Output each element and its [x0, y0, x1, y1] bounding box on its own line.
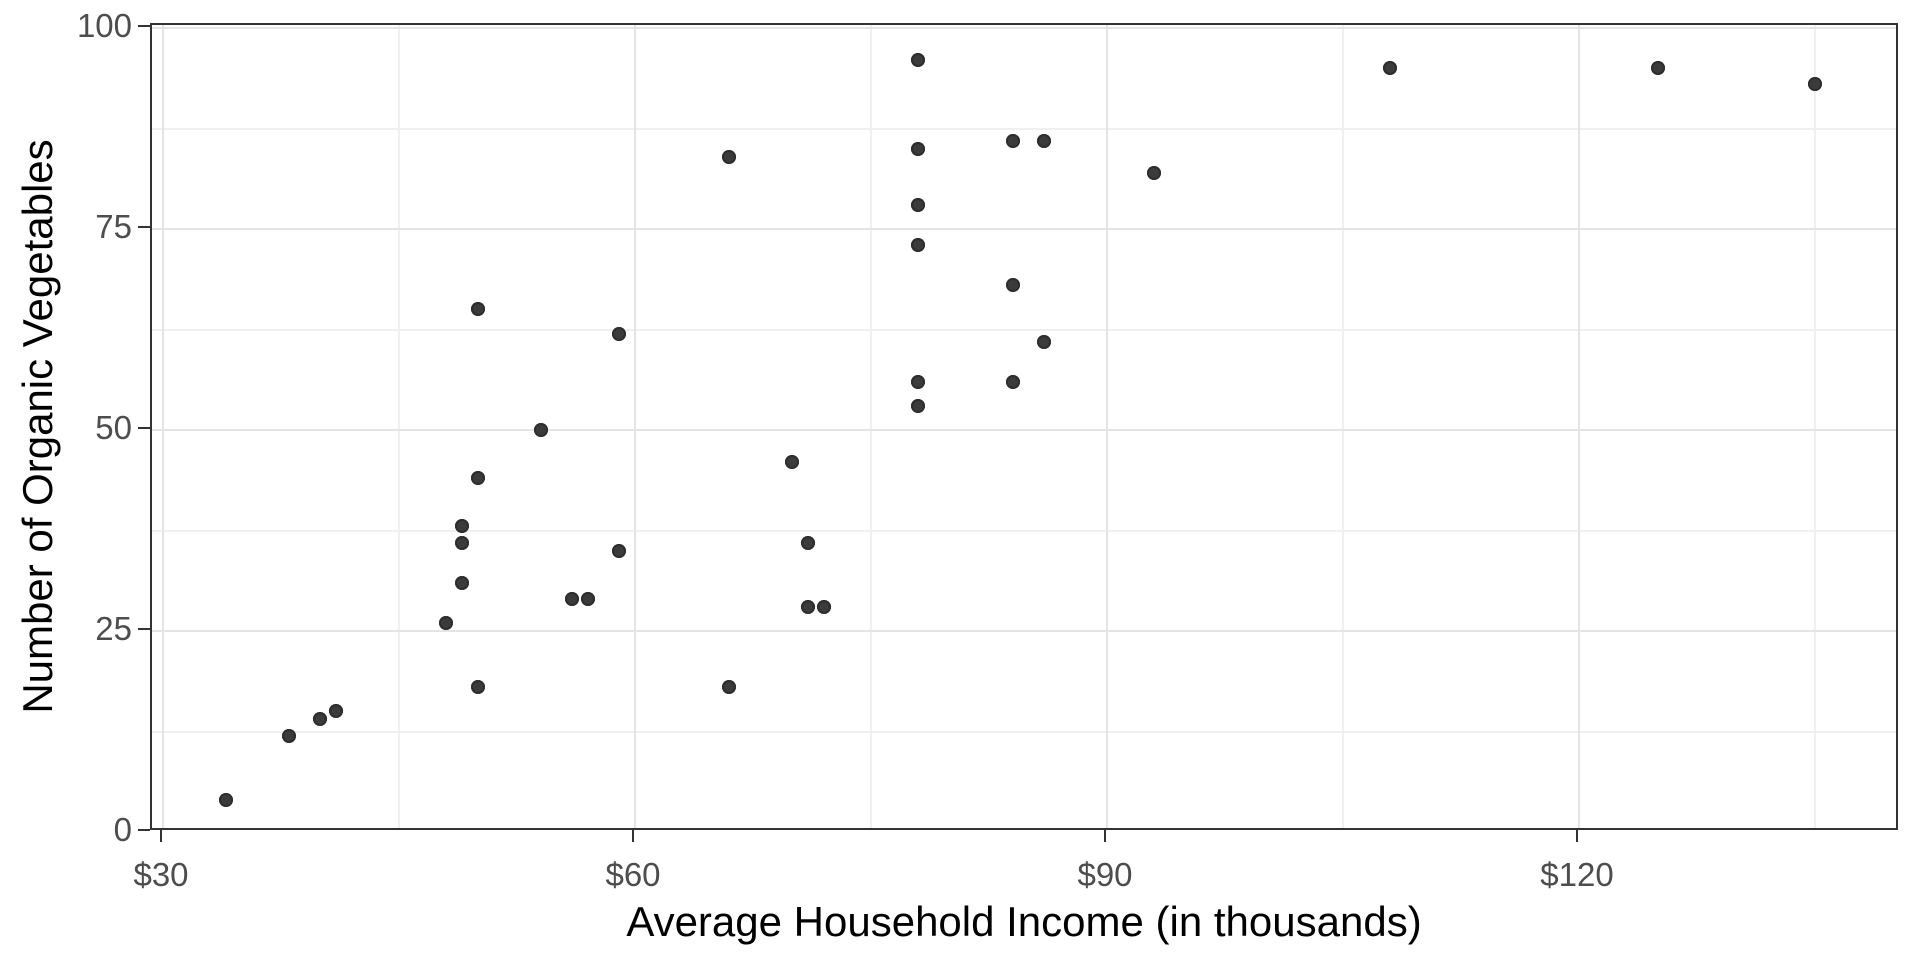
x-minor-gridline	[1814, 25, 1816, 828]
data-point	[911, 398, 926, 413]
data-point	[816, 599, 831, 614]
data-point	[1147, 165, 1162, 180]
x-tick-mark	[160, 830, 162, 842]
x-tick-label: $30	[133, 856, 189, 893]
y-tick-mark	[138, 628, 150, 630]
data-point	[722, 680, 737, 695]
data-point	[911, 197, 926, 212]
y-tick-mark	[138, 829, 150, 831]
y-minor-gridline	[152, 529, 1896, 532]
data-point	[911, 238, 926, 253]
y-major-gridline	[152, 27, 1896, 29]
data-point	[580, 591, 595, 606]
y-tick-mark	[138, 25, 150, 27]
x-major-gridline	[162, 25, 164, 828]
x-tick-mark	[632, 830, 634, 842]
y-tick-label: 50	[95, 409, 132, 446]
data-point	[1383, 61, 1398, 76]
data-point	[313, 712, 328, 727]
x-axis-title: Average Household Income (in thousands)	[626, 898, 1422, 945]
x-minor-gridline	[398, 25, 400, 828]
data-point	[911, 141, 926, 156]
data-point	[1005, 278, 1020, 293]
data-point	[281, 728, 296, 743]
data-point	[1037, 133, 1052, 148]
data-point	[565, 591, 580, 606]
data-point	[911, 53, 926, 68]
y-major-gridline	[152, 630, 1896, 632]
data-point	[785, 455, 800, 470]
y-tick-label: 100	[76, 7, 132, 44]
data-point	[470, 471, 485, 486]
x-major-gridline	[1578, 25, 1580, 828]
y-tick-label: 0	[113, 811, 132, 848]
plot-panel	[150, 23, 1898, 830]
data-point	[533, 423, 548, 437]
data-point	[1005, 374, 1020, 389]
data-point	[454, 535, 469, 550]
data-point	[454, 575, 469, 590]
data-point	[470, 302, 485, 317]
x-minor-gridline	[870, 25, 872, 828]
y-major-gridline	[152, 429, 1896, 431]
x-tick-label: $60	[605, 856, 661, 893]
y-minor-gridline	[152, 328, 1896, 331]
x-minor-gridline	[1342, 25, 1344, 828]
data-point	[612, 543, 627, 558]
data-point	[329, 704, 344, 719]
data-point	[1005, 133, 1020, 148]
y-major-gridline	[152, 228, 1896, 230]
data-point	[439, 615, 454, 630]
y-minor-gridline	[152, 127, 1896, 130]
data-point	[612, 326, 627, 341]
x-tick-mark	[1576, 830, 1578, 842]
y-tick-label: 75	[95, 208, 132, 245]
x-major-gridline	[1106, 25, 1108, 828]
x-tick-label: $90	[1077, 856, 1133, 893]
data-point	[218, 792, 233, 807]
data-point	[1650, 61, 1665, 76]
data-point	[722, 149, 737, 164]
x-tick-label: $120	[1540, 856, 1614, 893]
y-tick-mark	[138, 427, 150, 429]
data-point	[454, 519, 469, 534]
x-tick-mark	[1104, 830, 1106, 842]
data-point	[470, 680, 485, 695]
y-tick-label: 25	[95, 610, 132, 647]
y-tick-mark	[138, 226, 150, 228]
data-point	[911, 374, 926, 389]
data-point	[801, 599, 816, 614]
y-minor-gridline	[152, 730, 1896, 733]
x-major-gridline	[634, 25, 636, 828]
data-point	[1037, 334, 1052, 349]
data-point	[1808, 77, 1822, 92]
data-point	[801, 535, 816, 550]
